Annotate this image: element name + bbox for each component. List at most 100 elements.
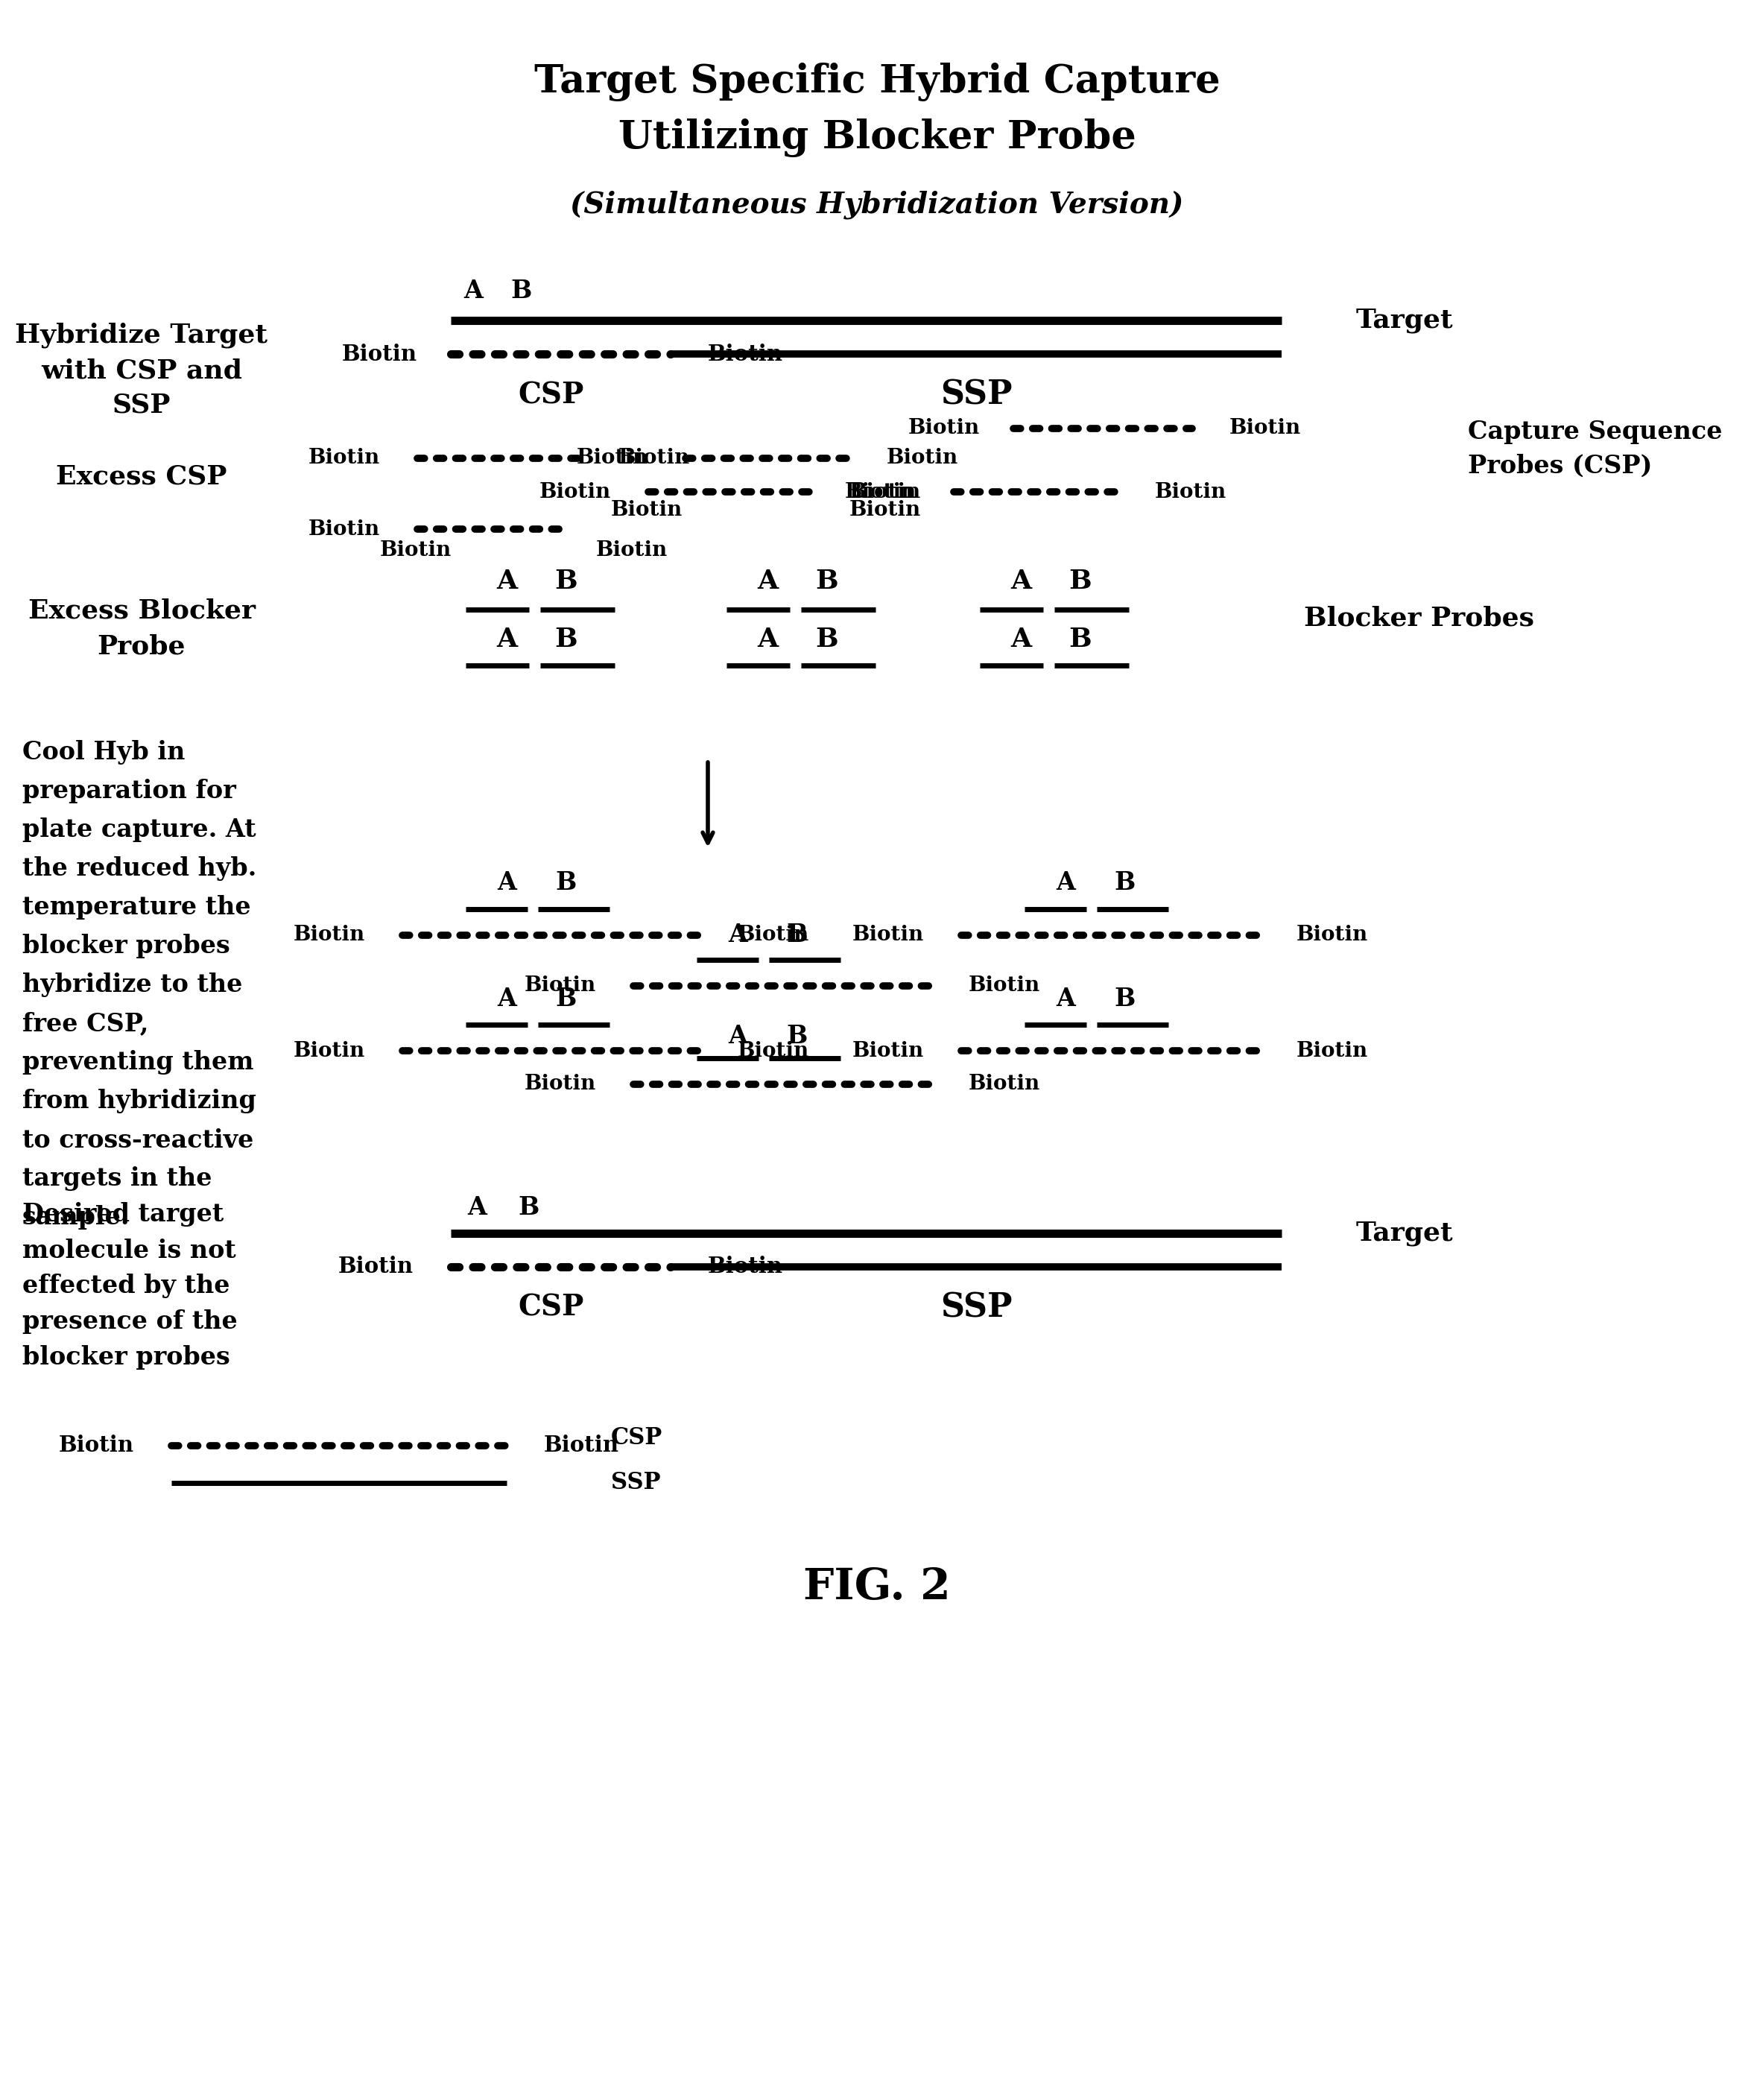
Text: temperature the: temperature the <box>23 895 251 920</box>
Text: A: A <box>496 987 516 1010</box>
Text: Biotin: Biotin <box>738 926 809 945</box>
Text: SSP: SSP <box>610 1472 661 1495</box>
Text: B: B <box>1114 872 1135 895</box>
Text: Cool Hyb in: Cool Hyb in <box>23 741 186 764</box>
Text: Biotin: Biotin <box>1296 1042 1368 1060</box>
Text: Biotin: Biotin <box>293 1042 365 1060</box>
Text: plate capture. At: plate capture. At <box>23 817 256 842</box>
Text: from hybridizing: from hybridizing <box>23 1090 256 1113</box>
Text: Biotin: Biotin <box>1296 926 1368 945</box>
Text: CSP: CSP <box>519 1294 584 1323</box>
Text: Biotin: Biotin <box>619 447 689 468</box>
Text: Biotin: Biotin <box>845 481 917 502</box>
Text: B: B <box>556 872 577 895</box>
Text: Biotin: Biotin <box>293 926 365 945</box>
Text: sample.: sample. <box>23 1205 130 1231</box>
Text: B: B <box>556 987 577 1010</box>
Text: Utilizing Blocker Probe: Utilizing Blocker Probe <box>617 118 1137 157</box>
Text: Excess Blocker: Excess Blocker <box>28 598 254 624</box>
Text: B: B <box>816 569 838 594</box>
Text: SSP: SSP <box>112 393 170 418</box>
Text: Biotin: Biotin <box>538 481 610 502</box>
Text: Biotin: Biotin <box>524 1075 596 1094</box>
Text: B: B <box>1068 569 1091 594</box>
Text: CSP: CSP <box>610 1426 663 1449</box>
Text: Biotin: Biotin <box>888 447 958 468</box>
Text: A: A <box>1010 569 1031 594</box>
Text: blocker probes: blocker probes <box>23 1346 230 1369</box>
Text: Biotin: Biotin <box>738 1042 809 1060</box>
Text: with CSP and: with CSP and <box>40 357 242 382</box>
Text: Probe: Probe <box>98 634 186 659</box>
Text: to cross-reactive: to cross-reactive <box>23 1128 254 1153</box>
Text: Biotin: Biotin <box>60 1434 133 1457</box>
Text: A: A <box>467 1195 486 1220</box>
Text: A: A <box>463 279 482 302</box>
Text: Biotin: Biotin <box>1154 481 1226 502</box>
Text: A: A <box>1056 872 1075 895</box>
Text: Biotin: Biotin <box>309 519 381 540</box>
Text: (Simultaneous Hybridization Version): (Simultaneous Hybridization Version) <box>570 191 1184 218</box>
Text: B: B <box>519 1195 540 1220</box>
Text: A: A <box>758 626 779 653</box>
Text: Biotin: Biotin <box>909 418 980 439</box>
Text: B: B <box>554 569 577 594</box>
Text: Biotin: Biotin <box>339 1256 414 1277</box>
Text: Blocker Probes: Blocker Probes <box>1303 607 1535 632</box>
Text: the reduced hyb.: the reduced hyb. <box>23 857 256 882</box>
Text: CSP: CSP <box>519 380 584 409</box>
Text: B: B <box>1068 626 1091 653</box>
Text: Biotin: Biotin <box>544 1434 619 1457</box>
Text: A: A <box>496 569 517 594</box>
Text: Desired target: Desired target <box>23 1203 225 1226</box>
Text: presence of the: presence of the <box>23 1310 237 1334</box>
Text: A: A <box>496 872 516 895</box>
Text: Biotin: Biotin <box>381 540 453 561</box>
Text: SSP: SSP <box>940 378 1012 412</box>
Text: FIG. 2: FIG. 2 <box>803 1567 951 1609</box>
Text: free CSP,: free CSP, <box>23 1012 149 1035</box>
Text: Biotin: Biotin <box>849 500 921 521</box>
Text: Excess CSP: Excess CSP <box>56 464 226 489</box>
Text: Capture Sequence: Capture Sequence <box>1468 420 1722 445</box>
Text: B: B <box>788 1023 809 1048</box>
Text: B: B <box>1114 987 1135 1010</box>
Text: molecule is not: molecule is not <box>23 1239 237 1262</box>
Text: B: B <box>816 626 838 653</box>
Text: Biotin: Biotin <box>309 447 381 468</box>
Text: Biotin: Biotin <box>1230 418 1301 439</box>
Text: Biotin: Biotin <box>852 1042 924 1060</box>
Text: A: A <box>1056 987 1075 1010</box>
Text: preventing them: preventing them <box>23 1050 254 1075</box>
Text: Target Specific Hybrid Capture: Target Specific Hybrid Capture <box>533 63 1221 101</box>
Text: Hybridize Target: Hybridize Target <box>16 323 268 349</box>
Text: Biotin: Biotin <box>709 1256 782 1277</box>
Text: A: A <box>758 569 779 594</box>
Text: Biotin: Biotin <box>968 1075 1040 1094</box>
Text: targets in the: targets in the <box>23 1168 212 1191</box>
Text: Biotin: Biotin <box>849 481 921 502</box>
Text: Biotin: Biotin <box>968 976 1040 995</box>
Text: Biotin: Biotin <box>596 540 668 561</box>
Text: Biotin: Biotin <box>342 342 417 365</box>
Text: B: B <box>554 626 577 653</box>
Text: Target: Target <box>1356 1220 1454 1245</box>
Text: SSP: SSP <box>940 1291 1012 1323</box>
Text: Target: Target <box>1356 309 1454 334</box>
Text: blocker probes: blocker probes <box>23 934 230 960</box>
Text: Probes (CSP): Probes (CSP) <box>1468 454 1652 479</box>
Text: effected by the: effected by the <box>23 1275 230 1298</box>
Text: Biotin: Biotin <box>577 447 649 468</box>
Text: hybridize to the: hybridize to the <box>23 972 242 997</box>
Text: Biotin: Biotin <box>524 976 596 995</box>
Text: Biotin: Biotin <box>852 926 924 945</box>
Text: preparation for: preparation for <box>23 779 237 804</box>
Text: B: B <box>788 922 809 947</box>
Text: B: B <box>510 279 531 302</box>
Text: A: A <box>728 922 747 947</box>
Text: Biotin: Biotin <box>709 342 782 365</box>
Text: A: A <box>496 626 517 653</box>
Text: A: A <box>728 1023 747 1048</box>
Text: A: A <box>1010 626 1031 653</box>
Text: Biotin: Biotin <box>610 500 682 521</box>
